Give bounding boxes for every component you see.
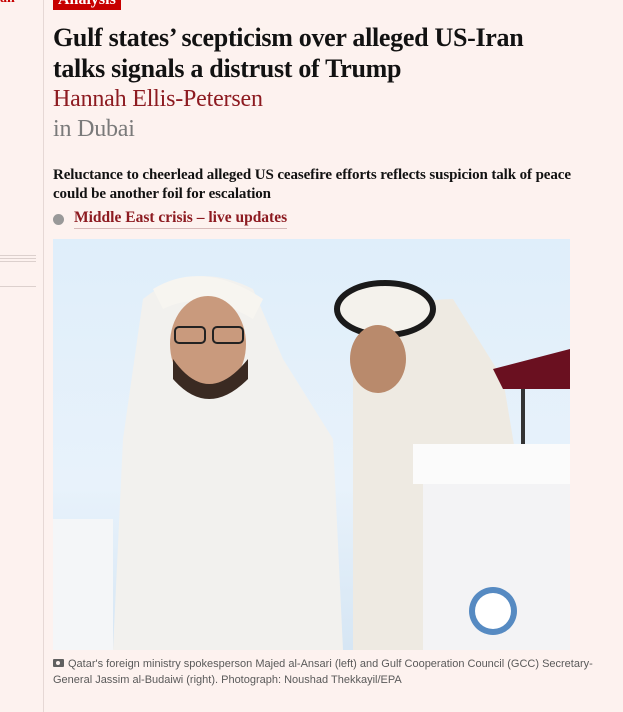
live-updates-label[interactable]: Middle East crisis – live updates: [74, 209, 288, 229]
camera-icon: [53, 659, 64, 667]
divider: [0, 255, 36, 256]
article: Analysis Gulf states’ scepticism over al…: [53, 0, 593, 688]
photo-illustration: [53, 276, 570, 650]
photo-caption: Qatar's foreign ministry spokesperson Ma…: [53, 656, 593, 688]
divider: [0, 258, 36, 259]
caption-text: Qatar's foreign ministry spokesperson Ma…: [53, 658, 593, 686]
main-photo: [53, 239, 570, 650]
live-dot-icon: [53, 213, 64, 225]
divider: [0, 286, 36, 287]
byline-author[interactable]: Hannah Ellis-Petersen: [53, 86, 263, 112]
divider: [0, 261, 36, 262]
analysis-badge: Analysis: [53, 0, 121, 10]
left-column-label[interactable]: an: [0, 0, 15, 7]
left-column: an: [0, 0, 44, 712]
live-updates-link[interactable]: Middle East crisis – live updates: [53, 209, 573, 229]
headline: Gulf states’ scepticism over alleged US-…: [53, 23, 524, 83]
standfirst: Reluctance to cheerlead alleged US cease…: [53, 167, 571, 202]
byline-location: in Dubai: [53, 116, 135, 142]
